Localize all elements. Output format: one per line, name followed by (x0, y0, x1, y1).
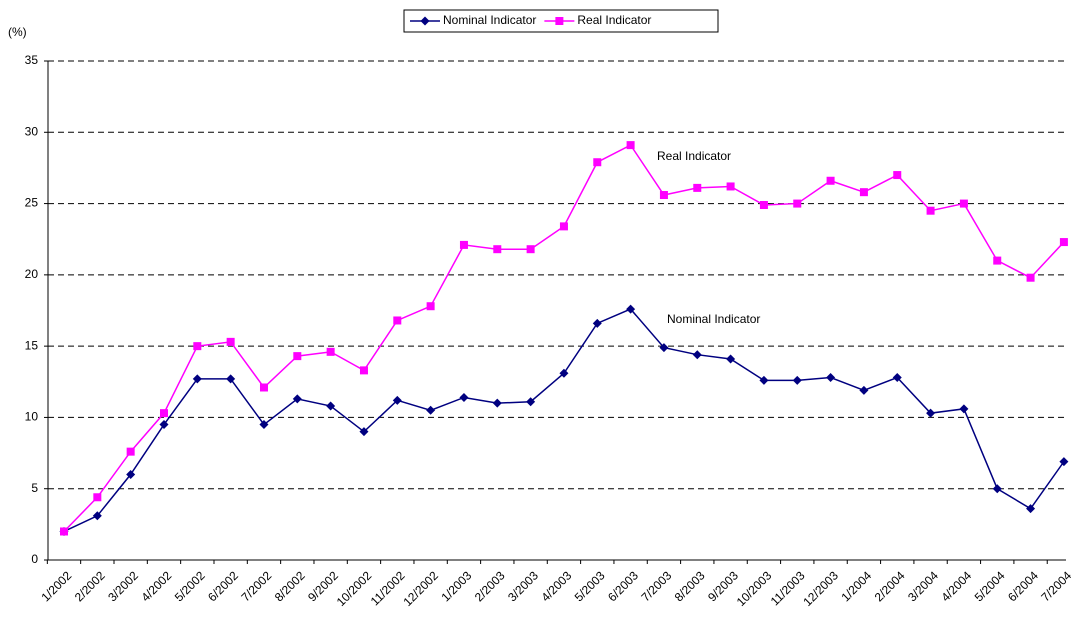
point (492, 398, 502, 408)
point (159, 420, 169, 430)
point (393, 316, 402, 325)
point (659, 343, 669, 353)
point (326, 347, 335, 356)
point (226, 337, 235, 346)
point (126, 469, 136, 479)
point (159, 409, 168, 418)
point (592, 318, 602, 328)
point (959, 199, 968, 208)
legend-marker (555, 17, 564, 25)
point (993, 256, 1002, 265)
y-tick-label: 35 (25, 53, 39, 67)
y-tick-label: 30 (25, 124, 39, 138)
annotation: Nominal Indicator (667, 312, 760, 326)
point (659, 191, 668, 200)
point (359, 366, 368, 375)
point (259, 383, 268, 392)
point (459, 240, 468, 249)
point (292, 394, 302, 404)
point (826, 373, 836, 383)
point (626, 141, 635, 150)
point (1059, 457, 1069, 467)
legend-label: Nominal Indicator (443, 13, 536, 27)
point (426, 302, 435, 311)
point (526, 397, 536, 407)
point (593, 158, 602, 167)
point (926, 408, 936, 418)
point (859, 385, 869, 395)
point (959, 404, 969, 414)
point (526, 245, 535, 254)
point (1026, 504, 1036, 514)
point (859, 188, 868, 197)
point (92, 511, 102, 521)
y-tick-label: 15 (25, 338, 39, 352)
point (759, 375, 769, 385)
y-tick-label: 10 (25, 410, 39, 424)
point (326, 401, 336, 411)
point (826, 176, 835, 185)
point (992, 484, 1002, 494)
y-tick-label: 5 (31, 481, 38, 495)
point (126, 447, 135, 456)
point (1059, 238, 1068, 247)
legend-marker (420, 16, 430, 26)
point (726, 182, 735, 191)
y-axis-label: (%) (8, 25, 27, 39)
point (926, 206, 935, 215)
y-tick-label: 0 (31, 552, 38, 566)
point (259, 420, 269, 430)
point (559, 222, 568, 231)
point (892, 373, 902, 383)
point (793, 199, 802, 208)
point (60, 527, 68, 536)
point (192, 374, 202, 384)
point (93, 493, 102, 502)
point (459, 392, 469, 402)
point (893, 171, 902, 180)
point (626, 304, 636, 314)
point (759, 200, 768, 209)
point (692, 350, 702, 360)
point (726, 354, 736, 364)
point (359, 427, 369, 437)
point (559, 368, 569, 378)
legend-label: Real Indicator (577, 13, 651, 27)
point (426, 405, 436, 415)
point (792, 375, 802, 385)
y-tick-label: 20 (25, 267, 39, 281)
point (1026, 273, 1035, 282)
point (293, 352, 302, 361)
point (392, 395, 402, 405)
point (493, 245, 502, 254)
point (693, 183, 702, 192)
point (226, 374, 236, 384)
y-tick-label: 25 (25, 196, 39, 210)
point (193, 342, 202, 351)
annotation: Real Indicator (657, 149, 731, 163)
